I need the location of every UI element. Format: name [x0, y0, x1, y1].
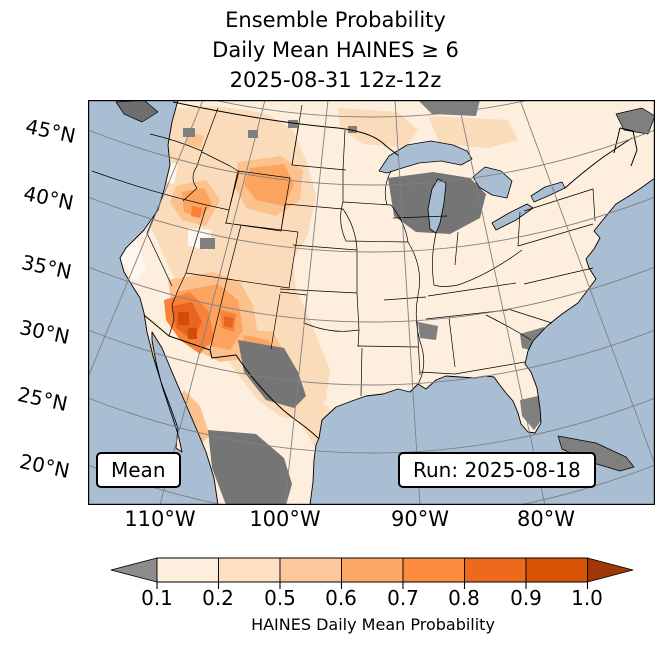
cbar-tick-05: 0.5	[264, 586, 296, 610]
y-tick-40n: 40°N	[21, 181, 76, 216]
lake-michigan	[427, 178, 447, 234]
x-tick-100w: 100°W	[249, 507, 321, 531]
colorbar-seg-2	[218, 557, 281, 583]
cbar-tick-06: 0.6	[325, 586, 357, 610]
y-tick-30n: 30°N	[17, 315, 72, 350]
parallels	[88, 100, 655, 505]
cbar-tick-08: 0.8	[448, 586, 480, 610]
colorbar-under-arrow	[110, 557, 158, 583]
map-panel	[88, 100, 655, 505]
figure-title: Ensemble Probability Daily Mean HAINES ≥…	[40, 5, 631, 95]
colorbar-seg-3	[279, 557, 342, 583]
x-tick-80w: 80°W	[517, 507, 575, 531]
lake-huron	[472, 166, 513, 199]
y-tick-45n: 45°N	[23, 114, 78, 149]
map-frame-border	[88, 100, 655, 505]
colorbar-over-arrow	[587, 557, 634, 583]
colorbar-seg-6	[464, 557, 527, 583]
colorbar-svg	[110, 557, 634, 589]
canada-border	[172, 101, 638, 189]
state-borders	[91, 104, 596, 397]
gulf-and-atlantic	[309, 177, 655, 505]
colorbar-tickmarks	[156, 582, 589, 589]
y-tick-35n: 35°N	[19, 250, 74, 285]
cbar-tick-10: 1.0	[571, 586, 603, 610]
meridians	[88, 100, 655, 505]
cbar-tick-02: 0.2	[202, 586, 234, 610]
title-line-2: Daily Mean HAINES ≥ 6	[212, 38, 459, 62]
island-regions	[115, 100, 655, 472]
mean-badge: Mean	[96, 452, 181, 488]
country-borders	[143, 101, 638, 440]
graticule	[88, 100, 655, 505]
y-tick-20n: 20°N	[17, 449, 72, 484]
colorbar-seg-5	[402, 557, 465, 583]
mexico-border	[143, 314, 320, 440]
cbar-tick-01: 0.1	[141, 586, 173, 610]
missing-data-regions	[183, 100, 556, 505]
y-tick-25n: 25°N	[15, 382, 70, 417]
cuba	[557, 435, 635, 472]
title-line-1: Ensemble Probability	[225, 8, 446, 32]
cbar-tick-07: 0.7	[387, 586, 419, 610]
colorbar-seg-1	[156, 557, 219, 583]
conus-map	[88, 100, 655, 505]
run-badge: Run: 2025-08-18	[398, 452, 596, 488]
colorbar	[110, 556, 637, 591]
cbar-tick-09: 0.9	[510, 586, 542, 610]
x-tick-110w: 110°W	[124, 507, 196, 531]
colorbar-title: HAINES Daily Mean Probability	[251, 615, 495, 634]
title-line-3: 2025-08-31 12z-12z	[229, 68, 442, 92]
colorbar-seg-7	[525, 557, 588, 583]
maritimes	[615, 107, 655, 135]
colorbar-seg-4	[341, 557, 404, 583]
prob-09-10	[178, 312, 197, 339]
x-tick-90w: 90°W	[391, 507, 449, 531]
